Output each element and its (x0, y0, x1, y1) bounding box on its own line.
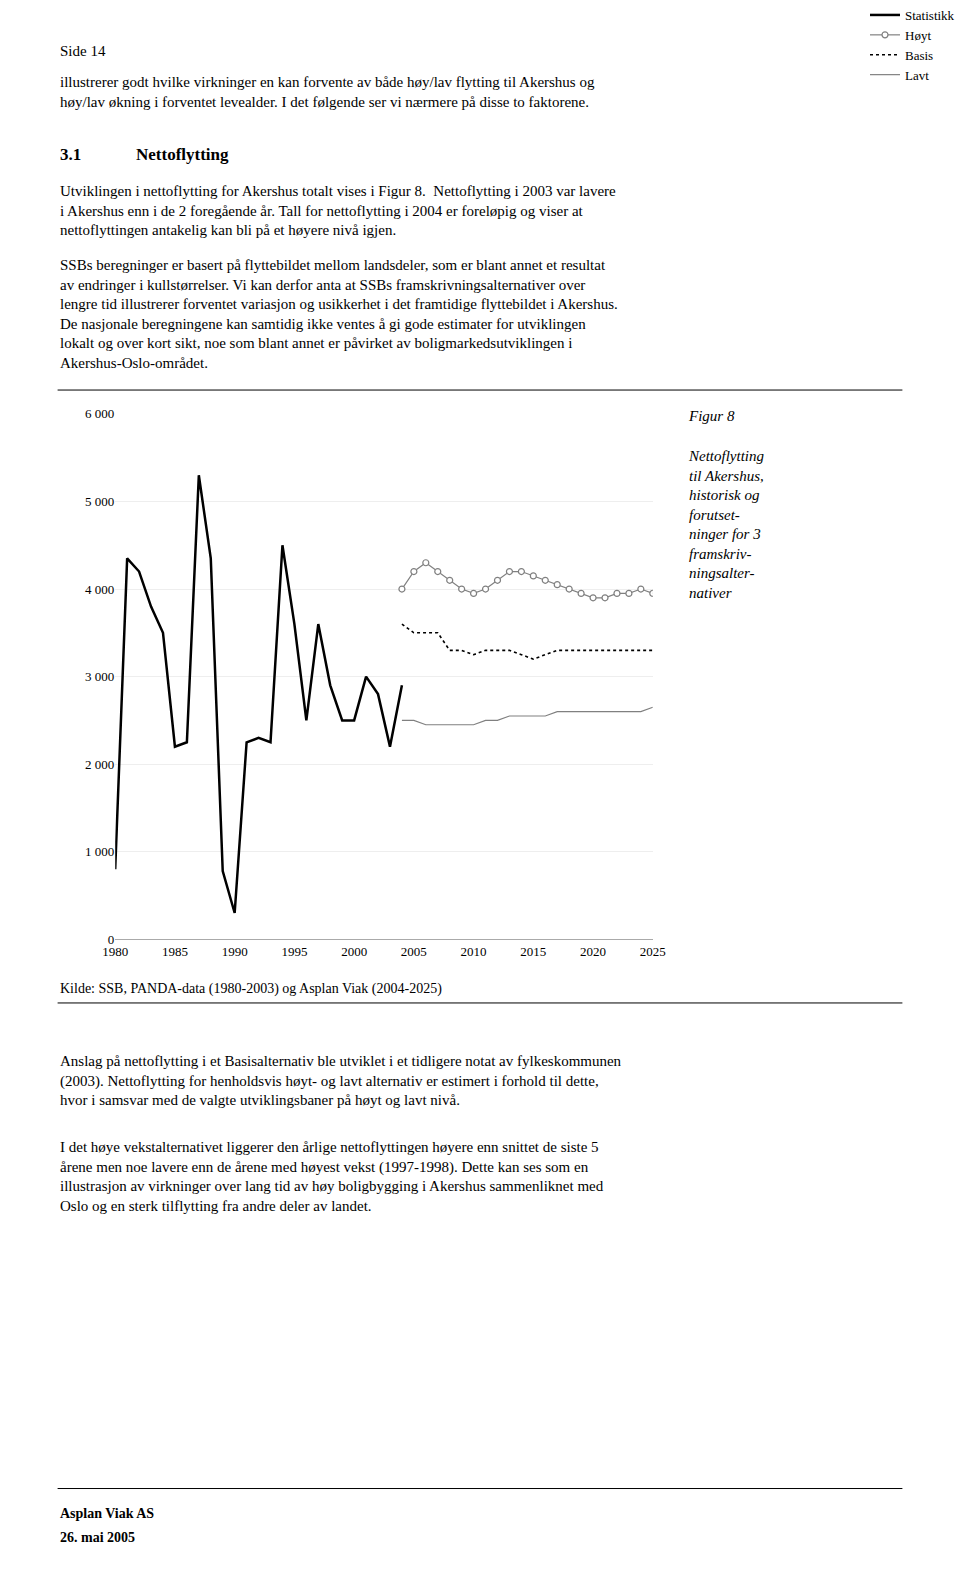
svg-text:2005: 2005 (401, 944, 427, 959)
svg-text:1995: 1995 (281, 944, 307, 959)
svg-text:Kilde: SSB, PANDA-data (1980-2: Kilde: SSB, PANDA-data (1980-2003) og As… (60, 981, 442, 997)
svg-text:3 000: 3 000 (85, 669, 114, 684)
svg-text:3.1: 3.1 (60, 145, 81, 164)
svg-text:Nettoflyttingtil Akershus,hist: Nettoflyttingtil Akershus,historisk ogfo… (688, 448, 764, 601)
svg-text:2015: 2015 (520, 944, 546, 959)
svg-text:illustrerer godt hvilke virkni: illustrerer godt hvilke virkninger en ka… (60, 74, 595, 110)
svg-text:Asplan Viak AS: Asplan Viak AS (60, 1506, 154, 1521)
svg-text:Statistikk: Statistikk (905, 8, 955, 23)
svg-text:0: 0 (108, 932, 115, 947)
svg-text:2010: 2010 (461, 944, 487, 959)
svg-text:Nettoflytting: Nettoflytting (136, 145, 229, 164)
svg-text:2020: 2020 (580, 944, 606, 959)
svg-text:Basis: Basis (905, 48, 933, 63)
svg-text:26. mai 2005: 26. mai 2005 (60, 1530, 135, 1545)
svg-text:Høyt: Høyt (905, 28, 931, 43)
svg-text:5 000: 5 000 (85, 494, 114, 509)
svg-text:Figur 8: Figur 8 (688, 408, 735, 424)
svg-text:1990: 1990 (222, 944, 248, 959)
svg-text:Lavt: Lavt (905, 68, 929, 83)
svg-text:2025: 2025 (640, 944, 666, 959)
svg-text:SSBs beregninger er basert på: SSBs beregninger er basert på flyttebild… (60, 257, 618, 371)
svg-text:1 000: 1 000 (85, 844, 114, 859)
svg-text:Anslag på nettoflytting i et B: Anslag på nettoflytting i et Basisaltern… (60, 1053, 622, 1108)
svg-text:2 000: 2 000 (85, 757, 114, 772)
svg-text:4 000: 4 000 (85, 582, 114, 597)
svg-text:1980: 1980 (102, 944, 128, 959)
svg-text:1985: 1985 (162, 944, 188, 959)
svg-text:2000: 2000 (341, 944, 367, 959)
svg-text:Utviklingen i nettoflytting fo: Utviklingen i nettoflytting for Akershus… (60, 183, 616, 238)
svg-text:Side 14: Side 14 (60, 43, 106, 59)
svg-text:I det høye vekstalternativet l: I det høye vekstalternativet liggerer de… (60, 1139, 604, 1214)
svg-text:6 000: 6 000 (85, 406, 114, 421)
